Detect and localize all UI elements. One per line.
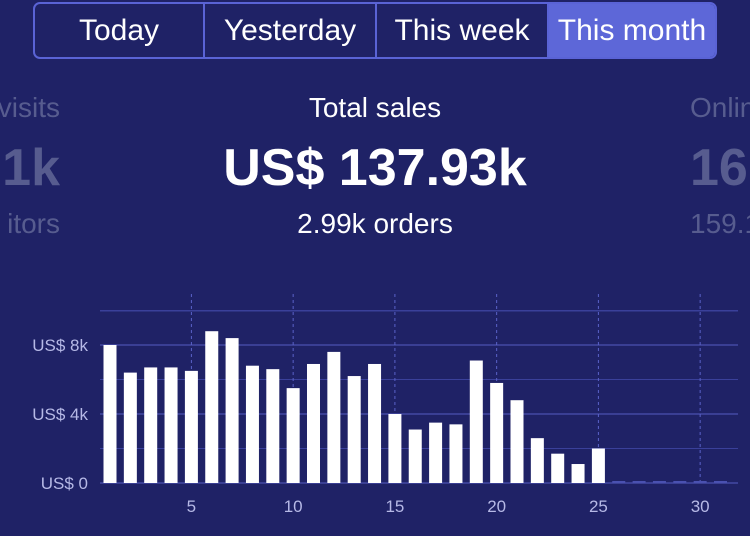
bar-day-20[interactable] [490,382,504,483]
y-tick-label: US$ 8k [32,336,88,355]
bar-day-23[interactable] [551,453,565,483]
y-tick-label: US$ 4k [32,405,88,424]
stat-online-label: Onlin [690,92,750,123]
bar-day-15[interactable] [388,414,402,483]
stat-online-value: 16 [690,139,748,197]
bar-day-7[interactable] [225,338,239,483]
bar-day-17[interactable] [429,422,443,483]
bar-day-22[interactable] [530,438,544,483]
bar-day-6[interactable] [205,331,219,483]
bar-day-27[interactable] [632,481,646,483]
stat-visits-sub: itors [7,208,60,239]
tab-yesterday[interactable]: Yesterday [205,4,377,57]
bar-day-19[interactable] [469,360,483,483]
x-tick-label: 5 [187,497,196,516]
bar-day-31[interactable] [714,481,727,483]
bar-day-13[interactable] [347,376,361,483]
bar-day-11[interactable] [307,363,320,483]
bar-day-18[interactable] [449,424,463,483]
orders-count: 2.99k orders [297,208,453,239]
bar-day-12[interactable] [327,351,341,483]
bar-day-5[interactable] [184,370,198,483]
bar-day-9[interactable] [266,369,280,483]
tab-this-month[interactable]: This month [549,4,715,57]
bar-day-25[interactable] [591,448,605,484]
daily-sales-bar-chart: US$ 0 US$ 4k US$ 8k 5 10 15 20 25 30 [32,294,738,516]
stat-online-sub: 159.1 [690,208,750,239]
stat-card-total-sales[interactable]: Total sales US$ 137.93k 2.99k orders [175,92,575,240]
bar-day-26[interactable] [612,481,626,483]
tab-this-week[interactable]: This week [377,4,549,57]
y-tick-label: US$ 0 [41,474,88,493]
stat-visits-label: visits [0,92,60,123]
x-tick-label: 20 [487,497,506,516]
total-sales-label: Total sales [308,92,442,123]
bar-day-2[interactable] [123,372,137,483]
bar-day-8[interactable] [245,365,259,483]
date-range-segmented-control: Today Yesterday This week This month [33,2,717,59]
bar-day-4[interactable] [164,367,178,483]
stat-card-visits[interactable]: visits 1k itors [0,92,60,240]
bar-day-29[interactable] [673,481,687,483]
bar-day-21[interactable] [510,400,524,483]
bar-day-3[interactable] [144,367,158,483]
x-tick-label: 15 [385,497,404,516]
bar-day-28[interactable] [652,481,666,483]
stat-visits-value: 1k [2,139,60,197]
bar-day-24[interactable] [571,464,585,483]
bar-day-10[interactable] [286,388,300,483]
bar-day-30[interactable] [693,481,707,483]
x-tick-label: 10 [284,497,303,516]
bar-day-16[interactable] [408,429,422,483]
x-tick-label: 25 [589,497,608,516]
stat-card-online[interactable]: Onlin 16 159.1 [690,92,750,240]
tab-today[interactable]: Today [35,4,205,57]
total-sales-value: US$ 137.93k [223,139,527,197]
bar-day-14[interactable] [368,363,382,483]
x-tick-label: 30 [691,497,710,516]
bar-day-1[interactable] [103,345,117,483]
